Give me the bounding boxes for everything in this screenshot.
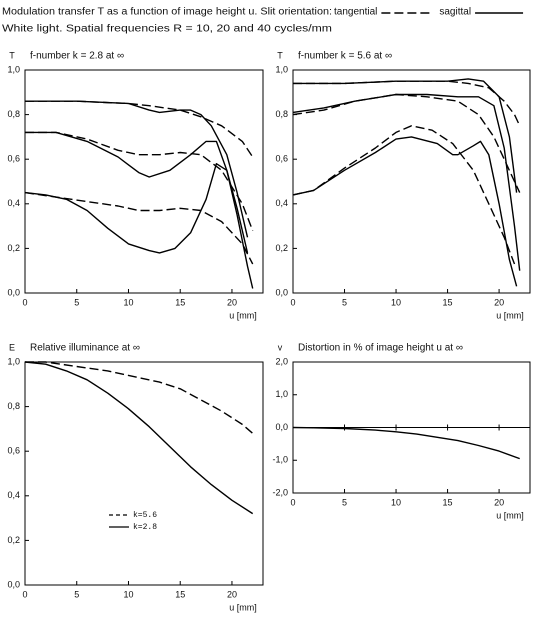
series-line xyxy=(292,93,521,193)
y-tick-label: 0,4 xyxy=(7,198,20,208)
header-subtitle: White light. Spatial frequencies R = 10,… xyxy=(2,24,332,35)
y-tick-label: 1,0 xyxy=(275,64,288,74)
series-line xyxy=(292,125,516,265)
series-line xyxy=(292,136,518,287)
series-line xyxy=(292,93,521,271)
y-tick-label: 0,2 xyxy=(275,243,288,253)
x-tick-label: 20 xyxy=(494,497,504,507)
y-tick-label: -1,0 xyxy=(272,455,288,465)
y-tick-label: 0,6 xyxy=(7,446,20,456)
series-line xyxy=(292,426,520,460)
legend-label: k=5.6 xyxy=(133,511,157,520)
y-tick-label: 0,6 xyxy=(275,154,288,164)
series-line xyxy=(25,100,254,158)
y-tick-label: 0,0 xyxy=(7,287,20,297)
y-axis-label: T xyxy=(9,50,15,60)
y-tick-label: -2,0 xyxy=(272,487,288,497)
y-tick-label: 0,0 xyxy=(275,287,288,297)
y-axis-label: T xyxy=(277,50,283,60)
x-tick-label: 5 xyxy=(342,297,347,307)
y-axis-label: E xyxy=(9,342,15,352)
y-tick-label: 0,8 xyxy=(275,109,288,119)
x-tick-label: 0 xyxy=(290,497,295,507)
series-line xyxy=(24,361,254,515)
series-line xyxy=(25,131,254,231)
x-tick-label: 20 xyxy=(227,297,237,307)
y-tick-label: 0,4 xyxy=(7,490,20,500)
y-tick-label: 0,4 xyxy=(275,198,288,208)
series-line xyxy=(24,191,254,265)
x-tick-label: 20 xyxy=(227,589,237,599)
y-tick-label: 0,2 xyxy=(7,535,20,545)
x-tick-label: 20 xyxy=(494,297,504,307)
y-tick-label: 0,8 xyxy=(7,401,20,411)
chart-title: Relative illuminance at ∞ xyxy=(30,343,140,354)
x-tick-label: 0 xyxy=(22,297,27,307)
y-tick-label: 0,6 xyxy=(7,154,20,164)
y-tick-label: 1,0 xyxy=(7,356,20,366)
chart-title: Distortion in % of image height u at ∞ xyxy=(298,343,463,354)
y-tick-label: 1,0 xyxy=(7,64,20,74)
y-tick-label: 0,0 xyxy=(275,422,288,432)
x-tick-label: 5 xyxy=(74,589,79,599)
series-line xyxy=(25,361,254,434)
legend-label: k=2.8 xyxy=(133,523,157,532)
x-tick-label: 10 xyxy=(391,297,401,307)
x-tick-label: 0 xyxy=(22,589,27,599)
x-axis-label: u [mm] xyxy=(229,602,257,612)
chart-title: f-number k = 5.6 at ∞ xyxy=(298,51,392,62)
plot-frame xyxy=(292,69,531,294)
legend-label: tangential xyxy=(334,7,377,18)
chart-title: f-number k = 2.8 at ∞ xyxy=(30,51,124,62)
x-axis-label: u [mm] xyxy=(496,310,524,320)
legend-label: sagittal xyxy=(439,7,471,18)
x-tick-label: 15 xyxy=(443,297,453,307)
y-tick-label: 0,8 xyxy=(7,109,20,119)
plot-frame xyxy=(24,69,264,294)
y-axis-label: v xyxy=(278,342,283,352)
x-tick-label: 15 xyxy=(443,497,453,507)
x-tick-label: 15 xyxy=(175,297,185,307)
x-tick-label: 10 xyxy=(123,297,133,307)
header-text: Modulation transfer T as a function of i… xyxy=(2,7,332,18)
y-tick-label: 0,0 xyxy=(7,579,20,589)
x-tick-label: 10 xyxy=(123,589,133,599)
series-line xyxy=(293,80,521,127)
x-tick-label: 5 xyxy=(342,497,347,507)
y-tick-label: 2,0 xyxy=(275,356,288,366)
series-line xyxy=(24,163,254,289)
x-tick-label: 10 xyxy=(391,497,401,507)
x-axis-label: u [mm] xyxy=(496,510,524,520)
x-axis-label: u [mm] xyxy=(229,310,257,320)
y-tick-label: 1,0 xyxy=(275,389,288,399)
plot-frame xyxy=(24,361,264,586)
x-tick-label: 0 xyxy=(290,297,295,307)
y-tick-label: 0,2 xyxy=(7,243,20,253)
x-tick-label: 5 xyxy=(74,297,79,307)
x-tick-label: 15 xyxy=(175,589,185,599)
